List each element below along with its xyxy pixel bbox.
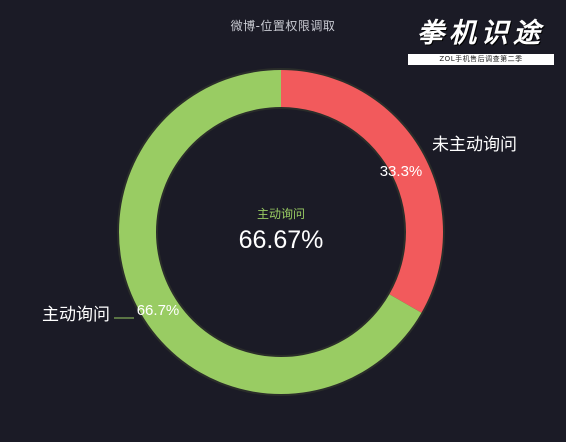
chart-title: 微博-位置权限调取 (230, 19, 336, 33)
center-value: 66.67% (239, 226, 324, 254)
slice-category-label-not-asked: 未主动询问 (432, 135, 517, 155)
center-label: 主动询问 (257, 207, 305, 221)
watermark-subtitle: ZOL手机售后调查第二季 (408, 54, 554, 65)
slice-value-label-asked: 66.7% (137, 302, 180, 319)
slice-not-asked (281, 70, 443, 313)
slice-value-label-not-asked: 33.3% (380, 163, 423, 180)
watermark: 拳机识途 ZOL手机售后调查第二季 (408, 18, 554, 65)
slice-category-label-asked: 主动询问 (42, 305, 110, 325)
watermark-logo: 拳机识途 (417, 18, 545, 49)
